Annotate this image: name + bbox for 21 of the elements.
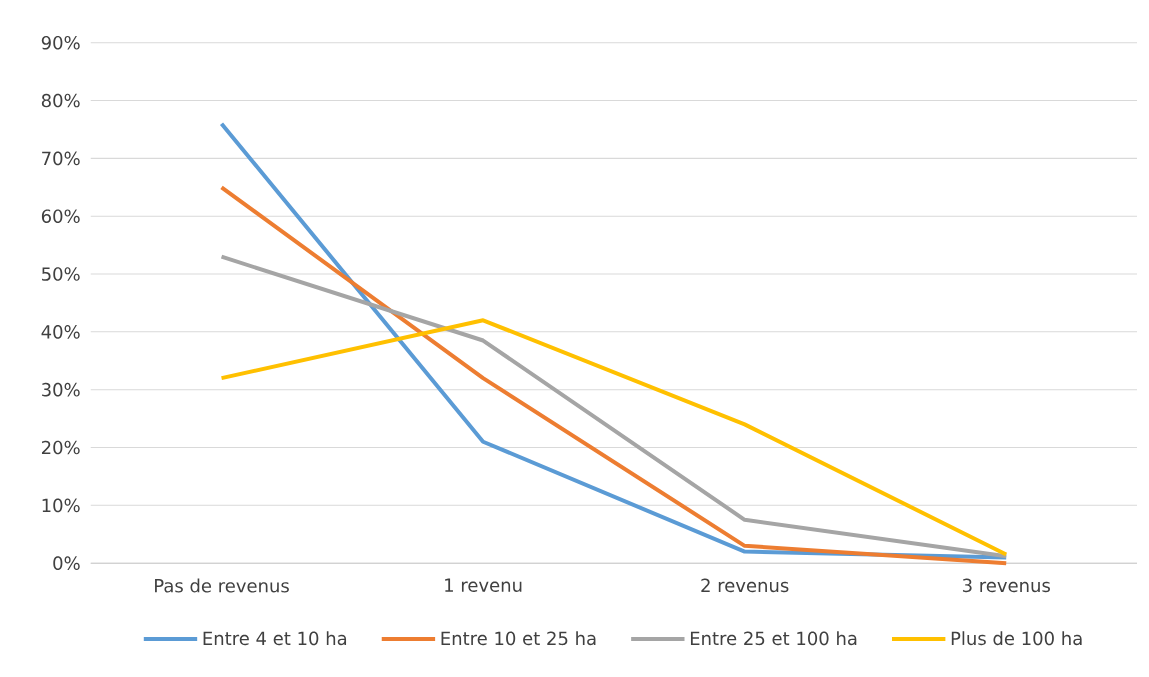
legend-label: Entre 25 et 100 ha <box>690 631 857 646</box>
x-tick-label: Pas de revenus <box>155 578 289 593</box>
legend-label: Plus de 100 ha <box>951 631 1082 646</box>
y-tick-label: 70% <box>42 151 80 166</box>
line-series <box>219 254 1009 559</box>
line-series <box>219 185 1009 566</box>
line-series <box>219 318 1009 557</box>
legend-label: Entre 10 et 25 ha <box>441 631 596 646</box>
x-tick-label: 3 revenus <box>962 578 1050 593</box>
x-tick-label: 1 revenu <box>445 578 522 593</box>
y-tick-label: 30% <box>42 383 80 397</box>
y-tick-label: 20% <box>41 440 80 455</box>
y-tick-label: 80% <box>41 93 80 108</box>
y-tick-label: 90% <box>41 36 80 50</box>
y-tick-label: 10% <box>42 498 80 513</box>
y-tick-label: 40% <box>41 325 80 339</box>
y-tick-label: 50% <box>42 267 80 282</box>
y-tick-label: 60% <box>41 209 80 224</box>
y-tick-label: 0% <box>53 556 80 571</box>
x-tick-label: 2 revenus <box>701 578 789 593</box>
legend-label: Entre 4 et 10 ha <box>203 631 347 646</box>
